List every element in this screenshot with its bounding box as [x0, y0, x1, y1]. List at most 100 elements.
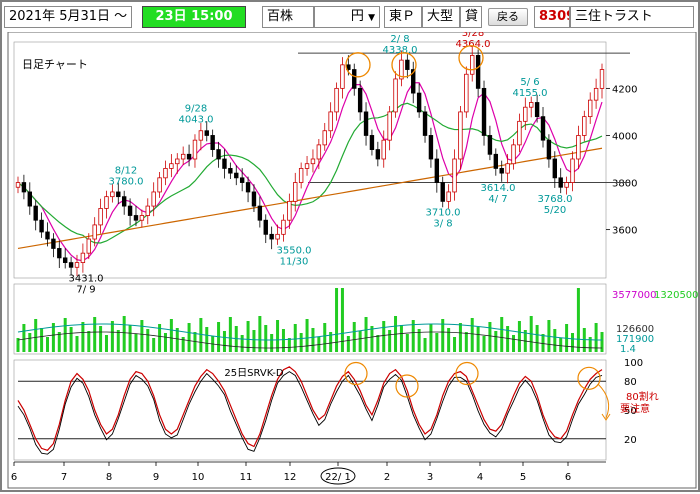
- volume-bar: [517, 321, 521, 352]
- candle-body: [529, 102, 534, 108]
- candle-body: [387, 111, 392, 141]
- candle-body: [239, 177, 245, 183]
- volume-label-3: 126600: [616, 324, 654, 335]
- volume-bar: [40, 328, 44, 352]
- annotation-date: 4/ 7: [488, 194, 507, 205]
- arrow-line: [597, 383, 610, 419]
- volume-bar: [335, 288, 339, 352]
- highlight-circle: [455, 361, 479, 386]
- annotation-date: 5/ 6: [520, 77, 539, 88]
- date-field[interactable]: 2021年 5月31日 ～: [4, 6, 132, 28]
- annotation-value: 3780.0: [109, 176, 144, 187]
- volume-bar: [488, 322, 492, 352]
- candle-body: [588, 99, 593, 118]
- volume-bar: [293, 324, 297, 352]
- candle-body: [499, 168, 504, 174]
- volume-label-5: 1.4: [620, 344, 636, 355]
- candle-body: [21, 182, 27, 193]
- volume-bar: [600, 332, 604, 352]
- currency-select[interactable]: 円 ▼: [314, 6, 380, 28]
- candle-body: [145, 205, 150, 216]
- annotation-value: 3614.0: [481, 183, 516, 194]
- volume-bar: [364, 317, 368, 352]
- volume-ma-line: [17, 323, 603, 341]
- candle-body: [322, 130, 327, 146]
- volume-bar: [435, 333, 439, 352]
- chart-area: 日足チャート 3600 3800 4000 4200 3431.0 7/ 9 8/12 3780…: [6, 28, 699, 490]
- candle-body: [121, 196, 127, 207]
- candle-body: [180, 153, 186, 160]
- volume-bar: [458, 323, 462, 352]
- y-tick-label: 4200: [612, 84, 637, 95]
- candle-body: [192, 139, 198, 160]
- oscillator-panel-frame: [13, 359, 607, 461]
- volume-bar: [175, 328, 179, 352]
- annotation-value: 3550.0: [277, 245, 312, 256]
- candle-body: [340, 64, 345, 89]
- highlight-circle: [577, 366, 601, 390]
- volume-bar: [181, 337, 185, 352]
- candle-body: [357, 87, 363, 113]
- highlight-circle: [458, 45, 484, 71]
- volume-bar: [163, 333, 167, 352]
- currency-value: 円: [350, 9, 364, 24]
- candle-body: [98, 208, 103, 226]
- candle-body: [275, 233, 280, 240]
- candle-body: [328, 111, 333, 132]
- annotation-date: 8/12: [115, 165, 137, 176]
- candle-body: [546, 139, 552, 160]
- annotation-date: 3/ 8: [433, 219, 452, 230]
- volume-bar: [57, 332, 61, 352]
- volume-bar: [281, 329, 285, 352]
- volume-bar: [417, 329, 421, 352]
- volume-bar: [482, 336, 486, 352]
- volume-bar: [128, 325, 132, 352]
- chart-title: 日足チャート: [22, 58, 88, 71]
- candle-body: [304, 163, 310, 169]
- candle-body: [564, 182, 569, 188]
- y-tick-label: 3800: [612, 179, 637, 190]
- candle-body: [45, 231, 50, 240]
- volume-bar: [75, 336, 79, 352]
- candle-body: [582, 116, 587, 136]
- chevron-down-icon[interactable]: ▼: [368, 13, 375, 23]
- price-panel-frame: [13, 41, 607, 279]
- volume-bar: [447, 328, 451, 352]
- ma-short-line: [17, 82, 603, 262]
- x-tick-label: 8: [106, 472, 112, 483]
- volume-bar: [441, 319, 445, 352]
- y-tick-label: 3600: [612, 226, 637, 237]
- volume-label-4: 171900: [616, 334, 654, 345]
- candle-body: [39, 219, 44, 233]
- x-tick-label: 3: [427, 472, 433, 483]
- volume-bar: [134, 334, 138, 352]
- candle-body: [281, 219, 286, 235]
- volume-bar: [411, 320, 415, 352]
- time-display: 23日 15:00: [142, 6, 246, 28]
- volume-bar: [506, 326, 510, 352]
- stock-code: 8309: [534, 6, 570, 28]
- volume-bar: [222, 331, 226, 352]
- candle-body: [511, 144, 516, 165]
- candle-body: [116, 191, 121, 198]
- candle-body: [505, 163, 510, 174]
- candle-body: [363, 111, 369, 136]
- volume-bar: [87, 331, 91, 352]
- volume-bar: [246, 321, 250, 352]
- candle-body: [15, 182, 21, 188]
- back-button[interactable]: 戻る: [488, 8, 528, 26]
- candle-body: [411, 69, 416, 94]
- annotation-value: 3710.0: [426, 208, 461, 219]
- candle-body: [51, 238, 56, 249]
- candle-body: [487, 135, 493, 155]
- volume-bar: [358, 331, 362, 352]
- candle-body: [269, 233, 274, 240]
- candle-body: [139, 215, 145, 221]
- volume-bar: [146, 329, 150, 352]
- volume-bar: [264, 325, 268, 352]
- highlight-circle: [395, 374, 419, 398]
